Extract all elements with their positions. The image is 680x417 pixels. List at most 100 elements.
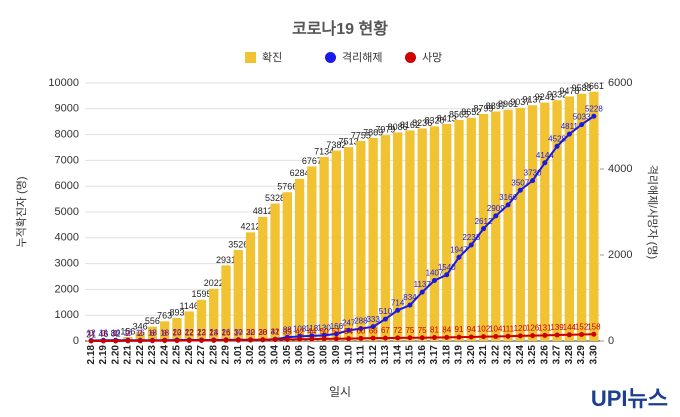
series-point [272, 337, 278, 343]
bar [368, 137, 378, 341]
bar-value-label: 1595 [191, 289, 211, 299]
series-point [358, 326, 364, 332]
y2-tick-label: 6000 [608, 77, 632, 89]
series-point [566, 131, 572, 137]
series-point [493, 334, 499, 340]
point-value-label: 3166 [499, 193, 517, 202]
y-tick-label: 7000 [55, 154, 79, 166]
bar [540, 102, 550, 341]
bar [442, 123, 452, 341]
bar [466, 117, 476, 341]
bar-value-label: 1146 [180, 301, 199, 311]
point-value-label: 8 [162, 329, 167, 338]
point-value-label: 13 [209, 329, 218, 338]
bar-value-label: 8652 [461, 107, 481, 117]
x-tick-label: 3.07 [306, 345, 317, 365]
series-point [137, 338, 143, 344]
point-value-label: 50 [320, 327, 329, 336]
bar-value-label: 8897 [486, 101, 506, 111]
series-point [468, 242, 474, 248]
bar [147, 326, 158, 341]
bar [172, 317, 182, 341]
y-tick-label: 3000 [55, 258, 79, 270]
series-point [113, 338, 119, 344]
x-axis-title: 일시 [329, 385, 351, 399]
point-value-label: 22 [197, 328, 206, 337]
point-value-label: 22 [185, 328, 194, 337]
bar-value-label: 346 [133, 321, 148, 331]
bar-value-label: 4812 [253, 206, 273, 216]
bar [209, 288, 219, 341]
bar-value-label: 5766 [277, 182, 297, 192]
bar-value-label: 8162 [400, 120, 420, 130]
point-value-label: 130 [317, 324, 331, 333]
legend-label: 격리해제 [342, 50, 382, 64]
series-point [579, 122, 585, 128]
point-value-label: 152 [575, 323, 589, 332]
x-tick-label: 3.22 [490, 345, 501, 365]
legend-swatch [245, 52, 256, 63]
legend-label: 확진 [262, 51, 282, 64]
y-tick-label: 1000 [55, 309, 79, 321]
legend-swatch [325, 52, 336, 63]
x-tick-label: 2.20 [110, 345, 121, 365]
bar-value-label: 893 [169, 307, 184, 317]
bar [589, 91, 599, 341]
x-tick-label: 3.02 [245, 345, 256, 365]
x-tick-label: 3.14 [392, 345, 403, 365]
point-value-label: 834 [403, 293, 417, 302]
series-point [591, 331, 597, 337]
bar-value-label: 7869 [363, 127, 383, 137]
bar [282, 192, 292, 341]
series-point [248, 337, 254, 343]
series-point [125, 338, 131, 344]
point-value-label: 10 [173, 329, 182, 338]
point-value-label: 0 [101, 329, 106, 338]
bar [343, 147, 354, 341]
point-value-label: 67 [381, 326, 390, 335]
y2-tick-label: 2000 [608, 249, 632, 261]
y-tick-label: 6000 [55, 180, 79, 192]
point-value-label: 126 [526, 324, 540, 333]
bar [294, 178, 305, 341]
point-value-label: 91 [455, 325, 464, 334]
bar [245, 232, 256, 341]
series-point [395, 335, 401, 341]
x-tick-label: 3.05 [282, 345, 293, 365]
point-value-label: 108 [293, 324, 307, 333]
series-point [211, 337, 217, 343]
bar-value-label: 8961 [498, 99, 518, 109]
point-value-label: 30 [234, 328, 243, 337]
y-tick-label: 0 [73, 335, 79, 347]
series-point [333, 331, 339, 337]
series-point [493, 213, 499, 219]
point-value-label: 1540 [438, 263, 456, 272]
x-tick-label: 3.13 [380, 345, 391, 365]
bar-value-label: 7979 [375, 125, 395, 135]
point-value-label: 333 [366, 315, 380, 324]
x-tick-label: 3.01 [233, 345, 244, 365]
series-point [284, 336, 290, 342]
point-value-label: 714 [391, 298, 405, 307]
series-point [554, 332, 560, 338]
y2-axis-title: 격리해제/사망자 (명) [646, 165, 660, 259]
point-value-label: 13 [197, 329, 206, 338]
series-point [517, 187, 523, 193]
x-tick-label: 2.21 [123, 345, 134, 365]
bar [135, 332, 145, 341]
bar-value-label: 5328 [265, 193, 285, 203]
x-tick-label: 3.12 [368, 345, 379, 365]
bar-value-label: 82 [111, 328, 121, 338]
series-point [444, 334, 450, 340]
bar [196, 299, 207, 341]
x-tick-label: 3.26 [539, 345, 550, 365]
bar-value-label: 3526 [228, 239, 248, 249]
point-value-label: 166 [330, 322, 344, 331]
bar [160, 321, 170, 341]
x-tick-label: 3.16 [417, 345, 428, 365]
point-value-label: 120 [514, 324, 528, 333]
bar-value-label: 2022 [204, 278, 224, 288]
point-value-label: 17 [234, 328, 243, 337]
x-tick-label: 2.28 [208, 345, 219, 365]
bar [258, 216, 268, 341]
